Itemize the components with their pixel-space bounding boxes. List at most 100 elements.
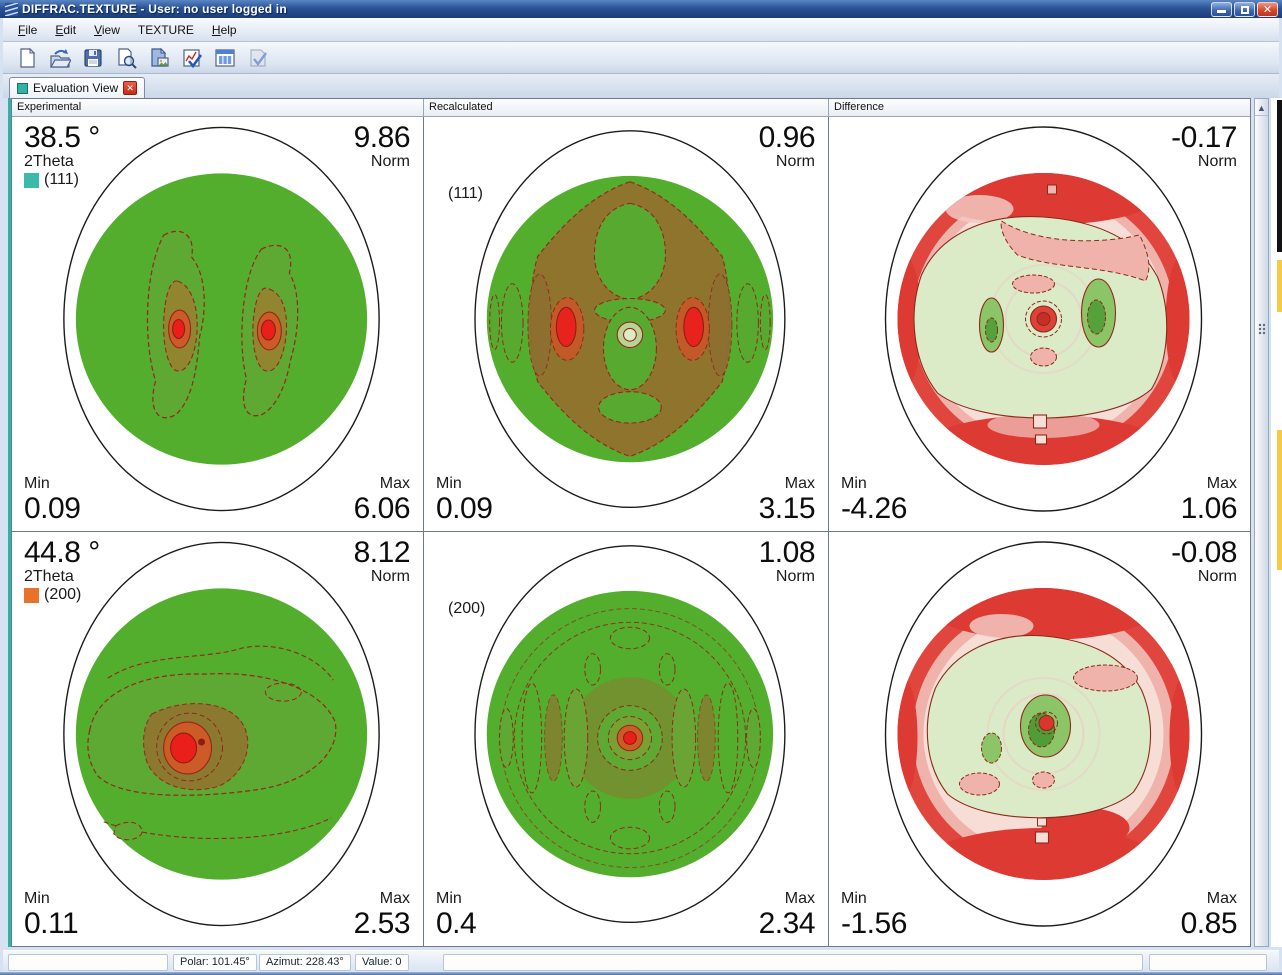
pole-figure-difference-200: [884, 541, 1203, 927]
menu-edit[interactable]: Edit: [55, 22, 77, 37]
tab-evaluation-view[interactable]: Evaluation View ✕: [9, 77, 146, 98]
open-file-icon: [49, 48, 71, 68]
max-label: Max: [1206, 474, 1237, 492]
pole-figure-cell-experimental-200[interactable]: 44.8 ° 2Theta (200) 8.12 Norm Min 0.11: [12, 532, 424, 946]
min-label: Min: [841, 474, 867, 492]
status-azimut: Azimut: 228.43°: [259, 954, 351, 971]
min-value: 0.11: [24, 906, 79, 940]
norm-label: Norm: [370, 567, 410, 585]
status-empty-cell-right: [1149, 954, 1267, 971]
tab-close-icon[interactable]: ✕: [123, 81, 138, 95]
menu-texture[interactable]: TEXTURE: [137, 22, 194, 37]
evaluation-check-icon: [182, 48, 202, 68]
header-experimental[interactable]: Experimental: [12, 99, 424, 116]
open-file-button[interactable]: [46, 44, 73, 71]
save-button[interactable]: [79, 44, 106, 71]
two-theta-value: 44.8 °: [24, 536, 100, 569]
status-polar: Polar: 101.45°: [173, 954, 257, 971]
menu-bar: File Edit View TEXTURE Help: [3, 18, 1279, 42]
two-theta-label: 2Theta: [24, 567, 74, 585]
window-bottom-frame: [0, 972, 1282, 975]
two-theta-value: 38.5 °: [24, 121, 100, 154]
validate-button-disabled[interactable]: [244, 44, 271, 71]
max-value: 1.06: [1180, 491, 1238, 525]
min-value: -1.56: [841, 906, 907, 940]
minimize-icon: [1217, 9, 1226, 13]
max-value: 3.15: [758, 491, 816, 525]
pole-figure-cell-recalculated-111[interactable]: (111) 0.96 Norm Min 0.09 Max 3.15: [424, 117, 829, 531]
norm-value: -0.17: [1171, 121, 1237, 154]
status-value: Value: 0: [355, 954, 409, 971]
max-value: 6.06: [353, 491, 411, 525]
hkl-color-swatch: [24, 588, 39, 604]
pole-figure-experimental-200: [63, 541, 380, 927]
toolbar: [3, 42, 1279, 74]
table-view-button[interactable]: [211, 44, 238, 71]
tab-label: Evaluation View: [33, 81, 119, 95]
evaluation-check-button[interactable]: [178, 44, 205, 71]
pole-figure-recalculated-111: [474, 130, 786, 509]
close-icon: ✕: [1262, 3, 1273, 16]
pole-figure-experimental-111: [63, 126, 380, 512]
max-label: Max: [379, 889, 410, 907]
hkl-color-swatch: [24, 173, 39, 189]
norm-label: Norm: [370, 152, 410, 170]
print-preview-icon: [117, 47, 137, 69]
hkl-label: (111): [44, 171, 79, 189]
title-bar[interactable]: DIFFRAC.TEXTURE - User: no user logged i…: [0, 0, 1282, 18]
min-value: 0.09: [436, 491, 493, 525]
splitter-grip[interactable]: [1258, 323, 1266, 335]
export-image-button[interactable]: [145, 44, 172, 71]
collapse-arrow-icon[interactable]: ▲: [1255, 101, 1268, 116]
min-label: Min: [841, 889, 867, 907]
tab-bar: Evaluation View ✕: [3, 74, 1279, 98]
pole-figure-cell-difference-111[interactable]: -0.17 Norm Min -4.26 Max 1.06: [829, 117, 1250, 531]
max-label: Max: [784, 474, 815, 492]
max-label: Max: [784, 889, 815, 907]
print-preview-button[interactable]: [112, 44, 139, 71]
norm-value: 0.96: [758, 121, 816, 154]
norm-label: Norm: [1197, 152, 1237, 170]
max-label: Max: [379, 474, 410, 492]
status-bar: Polar: 101.45° Azimut: 228.43° Value: 0: [3, 950, 1279, 972]
pole-figure-cell-difference-200[interactable]: -0.08 Norm Min -1.56 Max 0.85: [829, 532, 1250, 946]
right-margin: [1271, 98, 1282, 947]
min-label: Min: [436, 474, 462, 492]
table-view-icon: [214, 48, 235, 67]
restore-button[interactable]: [1234, 1, 1255, 17]
close-button[interactable]: ✕: [1257, 1, 1278, 17]
hkl-label: (111): [448, 185, 483, 202]
evaluation-view-panel: Experimental Recalculated Difference: [8, 98, 1251, 947]
norm-value: 9.86: [353, 121, 411, 154]
pole-figure-cell-experimental-111[interactable]: 38.5 ° 2Theta (111) 9.86 Norm Min 0.09: [12, 117, 424, 531]
hkl-label: (200): [448, 600, 486, 617]
pole-figure-recalculated-200: [474, 545, 786, 924]
header-difference[interactable]: Difference: [834, 101, 884, 113]
norm-label: Norm: [775, 152, 815, 170]
two-theta-label: 2Theta: [24, 152, 74, 170]
panel-splitter[interactable]: ▲: [1254, 98, 1269, 947]
pole-figure-cell-recalculated-200[interactable]: (200) 1.08 Norm Min 0.4 Max 2.34: [424, 532, 829, 946]
background-sliver-dark: [1277, 100, 1282, 252]
menu-help[interactable]: Help: [211, 22, 237, 37]
window-title: DIFFRAC.TEXTURE - User: no user logged i…: [22, 2, 287, 16]
max-label: Max: [1206, 889, 1237, 907]
hkl-label: (200): [44, 586, 82, 604]
new-document-button[interactable]: [13, 44, 40, 71]
header-recalculated[interactable]: Recalculated: [424, 99, 829, 116]
menu-view[interactable]: View: [94, 22, 120, 37]
max-value: 2.34: [758, 906, 816, 940]
background-sliver-yellow-bottom: [1277, 430, 1282, 570]
pole-figure-difference-111: [884, 126, 1203, 512]
max-value: 2.53: [353, 906, 411, 940]
min-value: 0.4: [436, 906, 477, 940]
validate-icon: [249, 48, 267, 67]
status-empty-cell-wide: [443, 954, 1143, 971]
minimize-button[interactable]: [1211, 1, 1232, 17]
max-value: 0.85: [1180, 906, 1238, 940]
menu-file[interactable]: File: [18, 22, 38, 37]
min-label: Min: [436, 889, 462, 907]
norm-value: -0.08: [1171, 536, 1237, 569]
save-icon: [83, 48, 102, 67]
